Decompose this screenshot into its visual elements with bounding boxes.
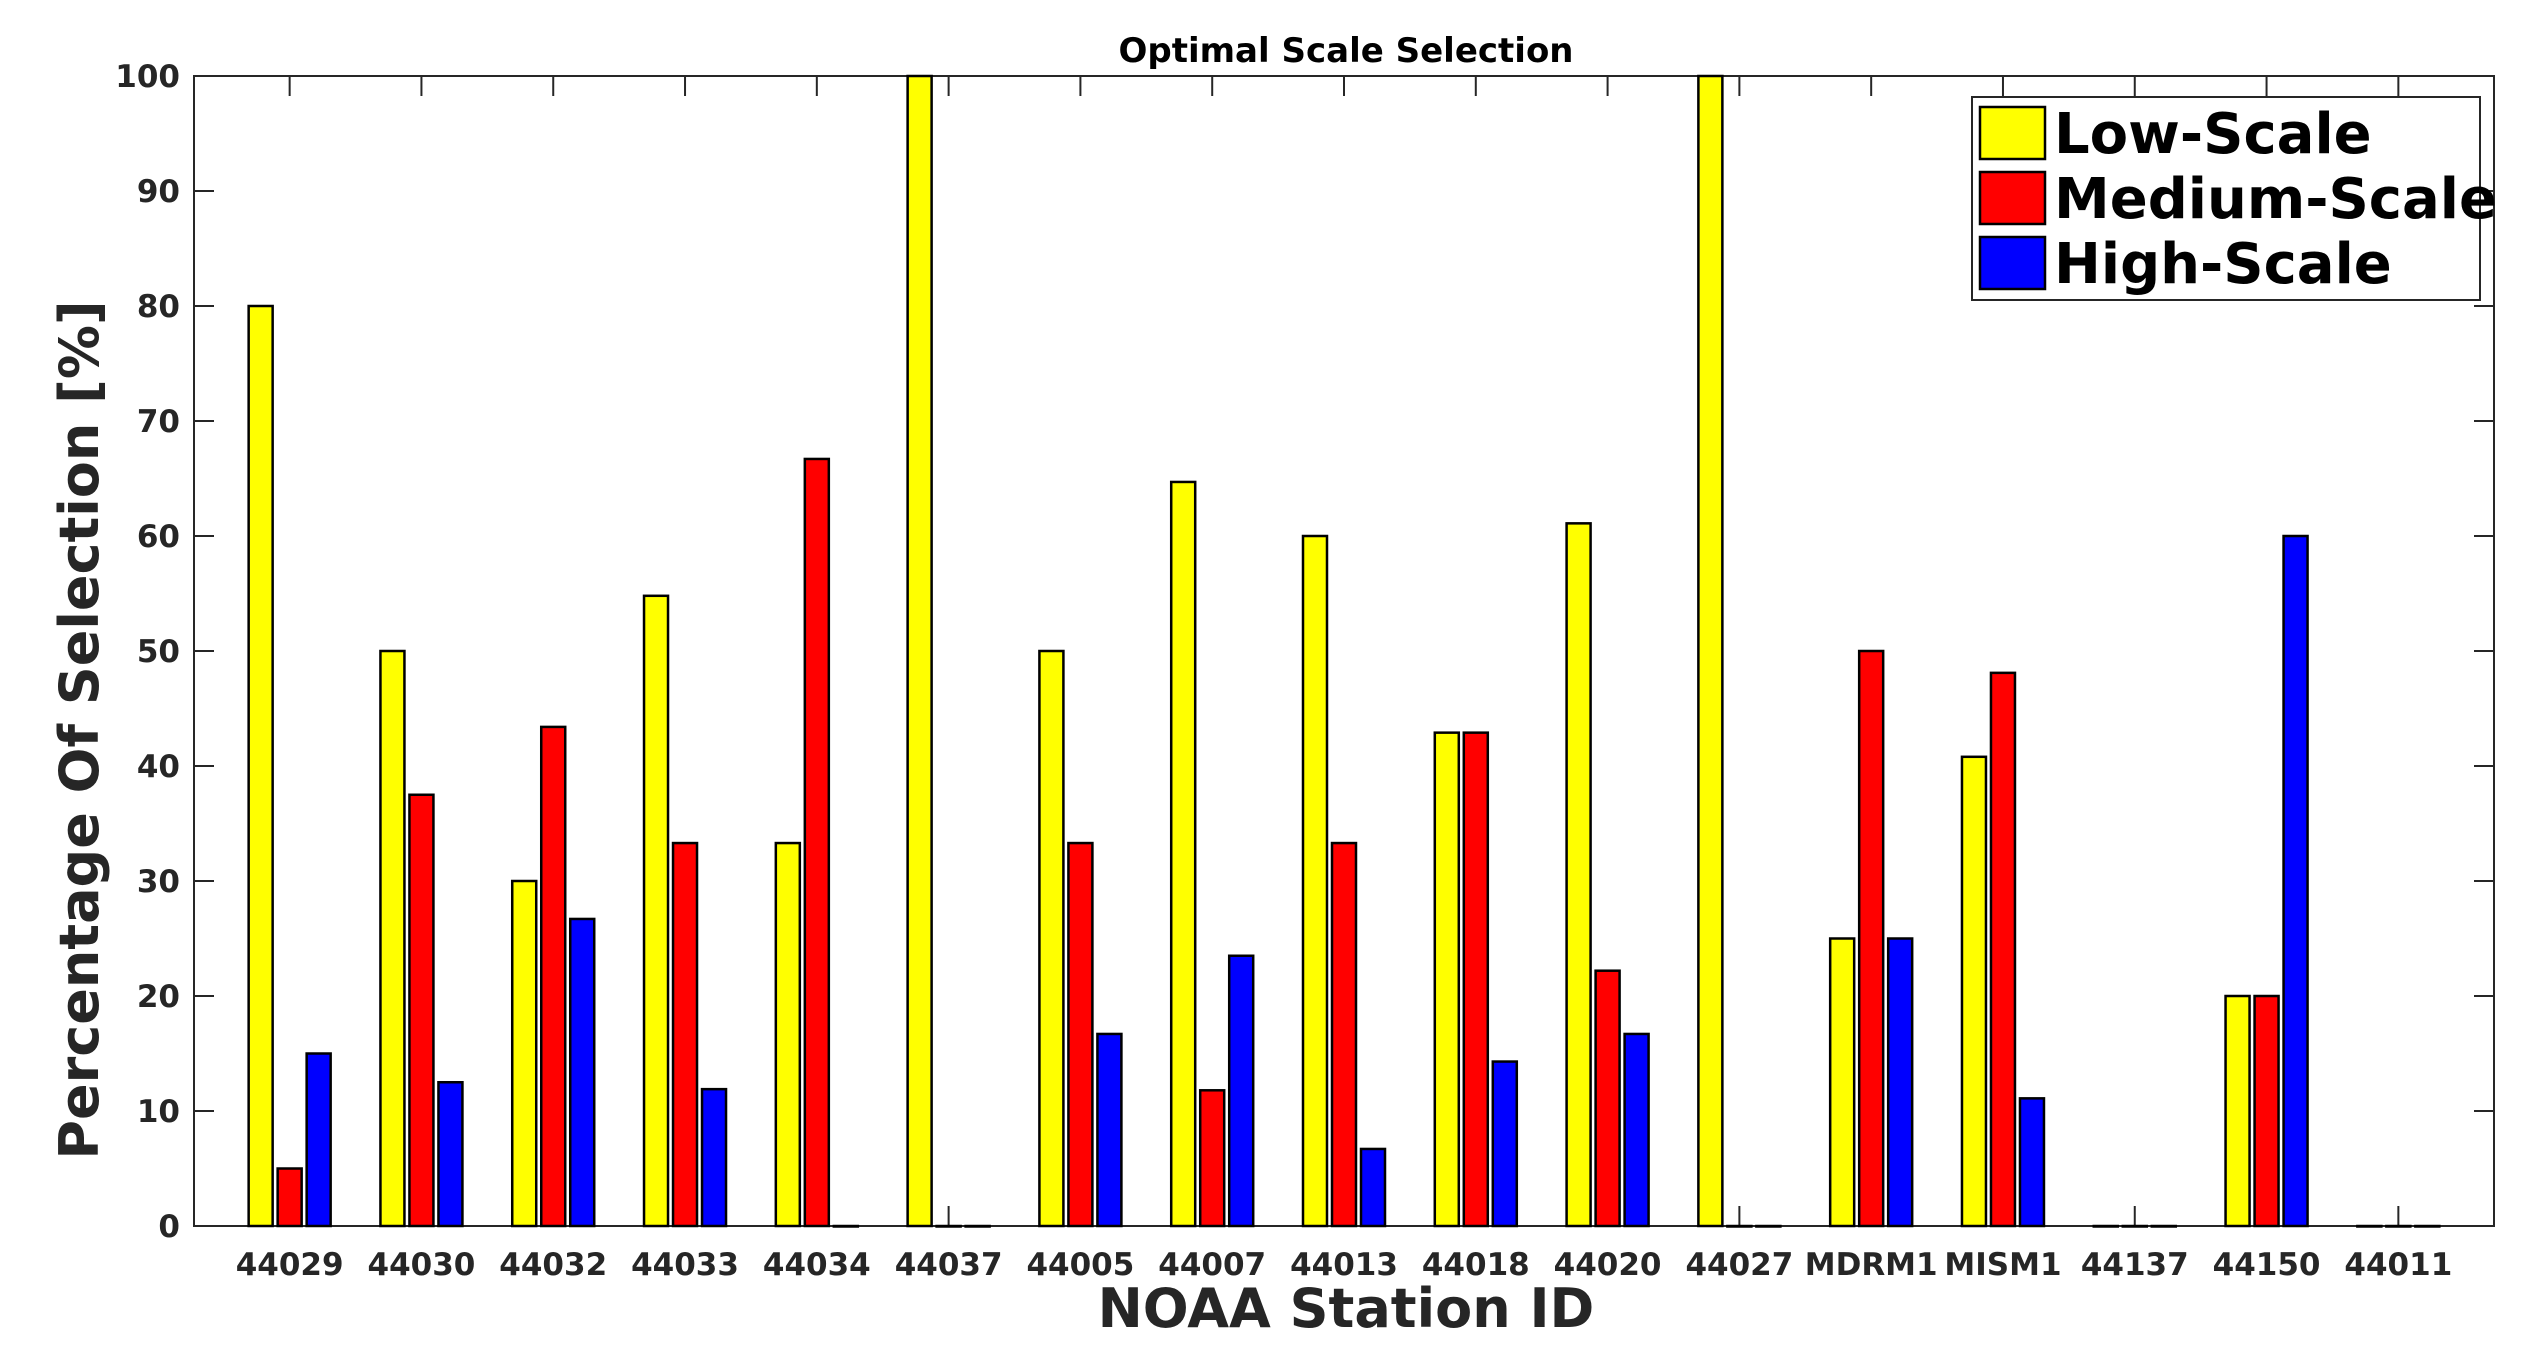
bar-low-scale-44007 xyxy=(1169,480,1197,1228)
bar-high-scale-mdrm1 xyxy=(1886,937,1914,1228)
bar-high-scale-44037 xyxy=(964,1224,991,1228)
x-tick-label: 44034 xyxy=(763,1247,871,1283)
x-tick-label: 44033 xyxy=(631,1247,739,1283)
y-tick-label: 100 xyxy=(115,59,180,95)
x-tick-label: 44137 xyxy=(2081,1247,2189,1283)
y-tick-label: 50 xyxy=(137,634,180,670)
bar-medium-scale-44037 xyxy=(935,1224,962,1228)
bar-low-scale-44034 xyxy=(774,841,802,1228)
bar-high-scale-44032 xyxy=(568,917,596,1228)
bar-low-scale-44033 xyxy=(642,594,670,1228)
legend-swatch-medium-scale xyxy=(1978,170,2047,226)
x-tick-label: 44032 xyxy=(499,1247,607,1283)
bar-low-scale-44029 xyxy=(247,304,274,1228)
bar-medium-scale-mism1 xyxy=(1989,671,2017,1228)
y-tick-label: 60 xyxy=(137,519,180,555)
bar-medium-scale-44029 xyxy=(276,1167,303,1228)
bar-medium-scale-44013 xyxy=(1330,841,1358,1228)
bar-medium-scale-44007 xyxy=(1198,1089,1226,1228)
bar-high-scale-44137 xyxy=(2150,1224,2178,1228)
y-tick-label: 90 xyxy=(137,174,180,210)
x-tick-label: 44027 xyxy=(1685,1247,1793,1283)
x-tick-label: 44150 xyxy=(2213,1247,2321,1283)
bar-low-scale-44020 xyxy=(1565,522,1592,1228)
y-tick-label: 10 xyxy=(137,1094,180,1130)
bar-low-scale-44037 xyxy=(906,74,933,1228)
bar-low-scale-44150 xyxy=(2224,994,2251,1228)
legend-label-high-scale: High-Scale xyxy=(2054,232,2392,297)
y-tick-label: 30 xyxy=(137,864,180,900)
bar-low-scale-44013 xyxy=(1301,534,1329,1228)
bars-group xyxy=(247,74,2441,1228)
x-tick-label: 44018 xyxy=(1422,1247,1530,1283)
bar-medium-scale-44137 xyxy=(2121,1224,2149,1228)
y-tick-label: 0 xyxy=(158,1209,180,1245)
x-tick-labels: 44029 44030 44032 44033 44034 44037 44005 44007… xyxy=(236,1247,2453,1283)
bar-medium-scale-44032 xyxy=(539,725,567,1228)
bar-high-scale-44018 xyxy=(1491,1060,1519,1228)
bar-medium-scale-44011 xyxy=(2385,1224,2412,1228)
legend-swatch-high-scale xyxy=(1978,235,2047,291)
y-axis-label: Percentage Of Selection [%] xyxy=(48,300,111,1159)
bar-high-scale-44020 xyxy=(1623,1032,1650,1228)
bar-high-scale-44013 xyxy=(1359,1147,1387,1228)
bar-medium-scale-44034 xyxy=(803,457,831,1228)
bar-low-scale-mism1 xyxy=(1960,755,1988,1228)
y-tick-label: 70 xyxy=(137,404,180,440)
bar-high-scale-44005 xyxy=(1096,1032,1123,1228)
x-tick-label: 44037 xyxy=(895,1247,1003,1283)
y-tick-labels: 0 10 20 30 40 50 60 70 80 90 100 xyxy=(115,59,180,1245)
y-tick-label: 80 xyxy=(137,289,180,325)
bar-medium-scale-44033 xyxy=(671,841,699,1228)
bar-medium-scale-mdrm1 xyxy=(1857,649,1885,1228)
bar-high-scale-44150 xyxy=(2282,534,2309,1228)
x-tick-label: 44005 xyxy=(1026,1247,1134,1283)
bar-high-scale-44034 xyxy=(832,1224,860,1228)
bar-low-scale-44027 xyxy=(1697,74,1724,1228)
bar-low-scale-mdrm1 xyxy=(1828,937,1856,1228)
bar-low-scale-44032 xyxy=(510,879,538,1228)
bar-low-scale-44011 xyxy=(2356,1224,2383,1228)
legend-label-medium-scale: Medium-Scale xyxy=(2054,167,2497,232)
bar-medium-scale-44005 xyxy=(1067,841,1094,1228)
bar-medium-scale-44030 xyxy=(408,793,435,1228)
bar-low-scale-44030 xyxy=(379,649,406,1228)
legend-label-low-scale: Low-Scale xyxy=(2054,102,2372,167)
bar-high-scale-44007 xyxy=(1227,954,1255,1228)
x-tick-label: 44030 xyxy=(368,1247,476,1283)
x-axis-label: NOAA Station ID xyxy=(1098,1277,1595,1340)
bar-medium-scale-44150 xyxy=(2253,994,2280,1228)
x-tick-label: 44011 xyxy=(2344,1247,2452,1283)
bar-medium-scale-44020 xyxy=(1594,969,1621,1228)
legend-box xyxy=(1971,96,2481,301)
bar-medium-scale-44027 xyxy=(1726,1224,1753,1228)
legend-swatch-low-scale xyxy=(1978,105,2047,161)
bar-high-scale-44011 xyxy=(2414,1224,2441,1228)
x-tick-label: MDRM1 xyxy=(1805,1247,1938,1283)
bar-high-scale-44030 xyxy=(437,1081,464,1228)
y-tick-label: 40 xyxy=(137,749,180,785)
x-tick-label: 44029 xyxy=(236,1247,344,1283)
bar-low-scale-44137 xyxy=(2092,1224,2120,1228)
bar-high-scale-44033 xyxy=(700,1087,728,1228)
bar-high-scale-44027 xyxy=(1755,1224,1782,1228)
x-tick-label: 44007 xyxy=(1158,1247,1266,1283)
y-tick-label: 20 xyxy=(137,979,180,1015)
bar-low-scale-44005 xyxy=(1038,649,1065,1228)
bar-high-scale-44029 xyxy=(305,1052,332,1228)
x-tick-label: 44013 xyxy=(1290,1247,1398,1283)
bar-medium-scale-44018 xyxy=(1462,731,1490,1228)
bar-high-scale-mism1 xyxy=(2018,1097,2046,1228)
bar-low-scale-44018 xyxy=(1433,731,1461,1228)
x-tick-label: 44020 xyxy=(1554,1247,1662,1283)
x-tick-label: MISM1 xyxy=(1944,1247,2061,1283)
chart-title: Optimal Scale Selection xyxy=(1118,31,1573,71)
